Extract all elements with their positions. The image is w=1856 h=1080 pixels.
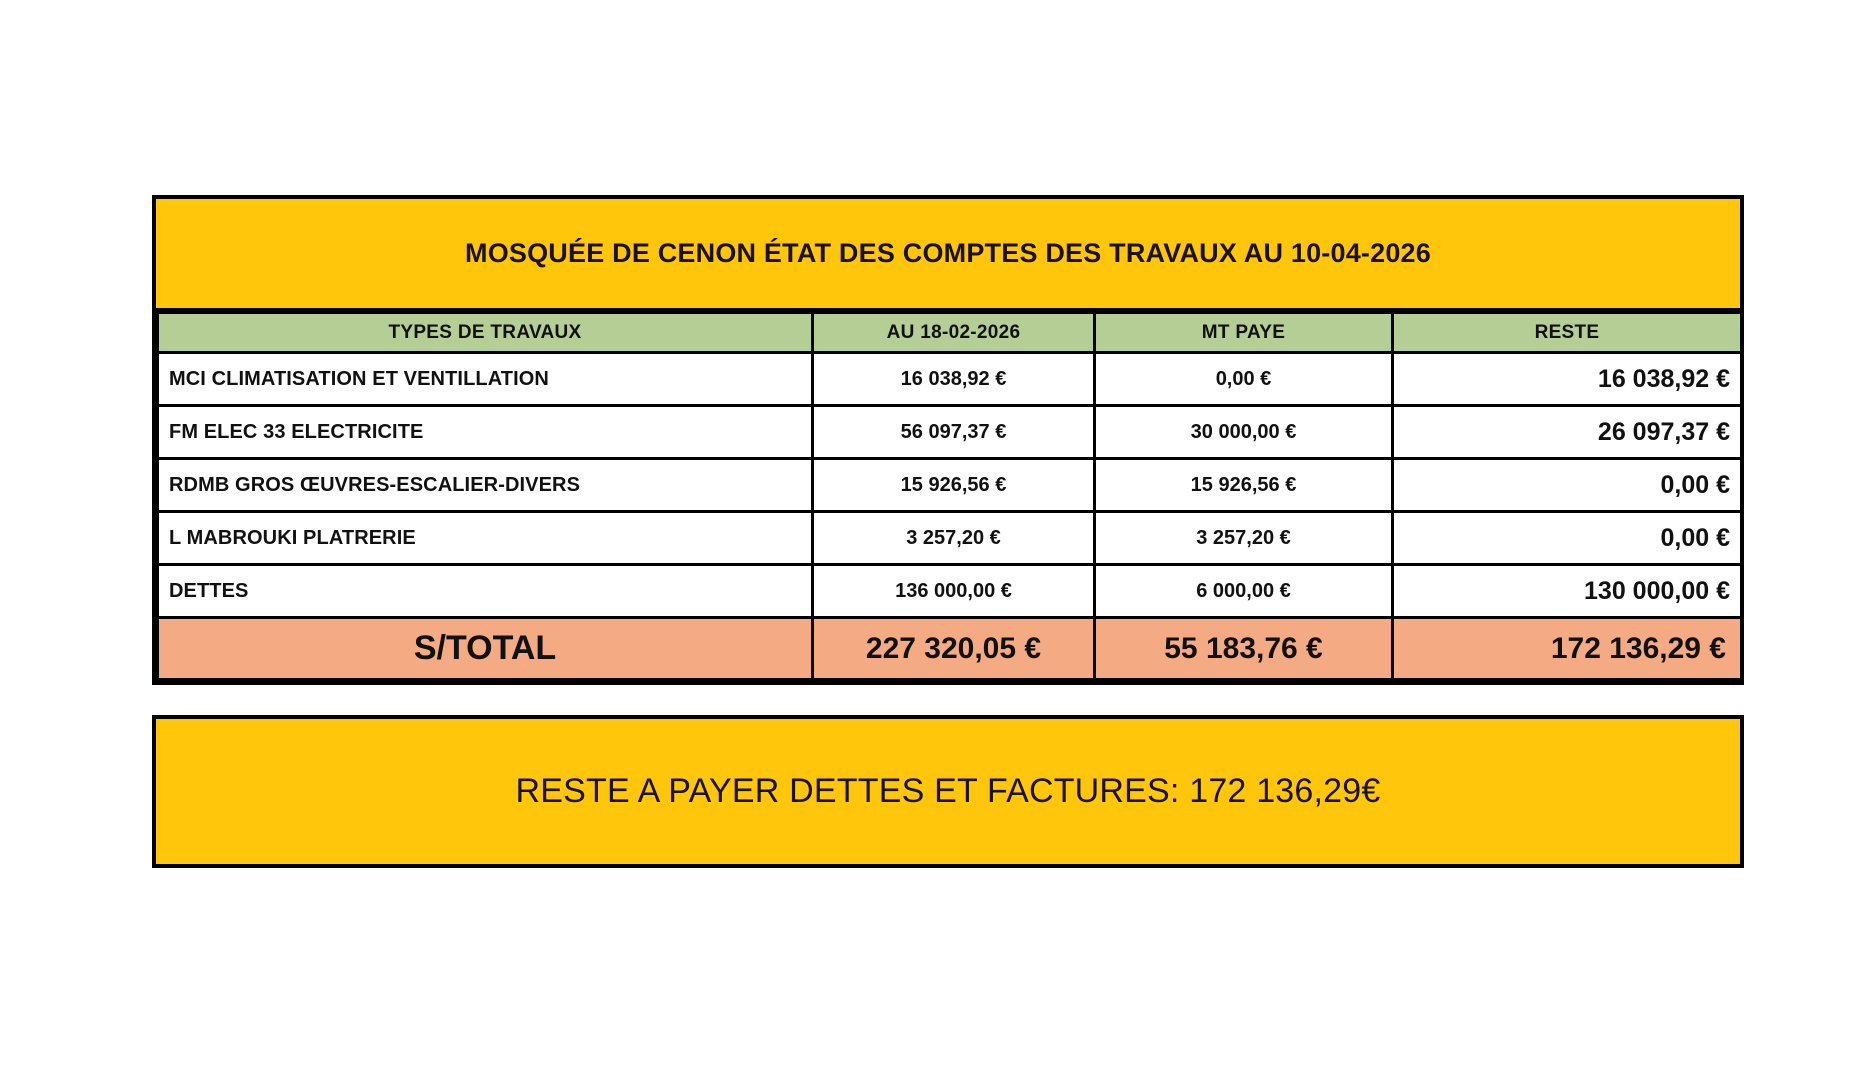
- row-previous-amount: 15 926,56 €: [811, 457, 1096, 513]
- row-label: DETTES: [156, 563, 814, 619]
- row-remaining-amount: 16 038,92 €: [1391, 351, 1743, 407]
- page-title: MOSQUÉE DE CENON ÉTAT DES COMPTES DES TR…: [465, 238, 1431, 268]
- row-remaining-amount: 0,00 €: [1391, 457, 1743, 513]
- total-paid-amount: 55 183,76 €: [1093, 616, 1394, 681]
- row-previous-amount: 136 000,00 €: [811, 563, 1096, 619]
- table-header-row: TYPES DE TRAVAUX AU 18-02-2026 MT PAYE R…: [156, 311, 1743, 354]
- row-paid-amount: 30 000,00 €: [1093, 404, 1394, 460]
- total-previous-amount: 227 320,05 €: [811, 616, 1096, 681]
- row-label: L MABROUKI PLATRERIE: [156, 510, 814, 566]
- row-paid-amount: 3 257,20 €: [1093, 510, 1394, 566]
- table-body: MCI CLIMATISATION ET VENTILLATION 16 038…: [156, 351, 1743, 681]
- row-label: MCI CLIMATISATION ET VENTILLATION: [156, 351, 814, 407]
- row-previous-amount: 16 038,92 €: [811, 351, 1096, 407]
- row-previous-amount: 56 097,37 €: [811, 404, 1096, 460]
- column-header-types-de-travaux: TYPES DE TRAVAUX: [156, 311, 814, 354]
- table-row: FM ELEC 33 ELECTRICITE 56 097,37 € 30 00…: [156, 404, 1743, 460]
- table-row: MCI CLIMATISATION ET VENTILLATION 16 038…: [156, 351, 1743, 407]
- row-paid-amount: 15 926,56 €: [1093, 457, 1394, 513]
- row-paid-amount: 6 000,00 €: [1093, 563, 1394, 619]
- row-paid-amount: 0,00 €: [1093, 351, 1394, 407]
- table-total-row: S/TOTAL 227 320,05 € 55 183,76 € 172 136…: [156, 616, 1743, 681]
- column-header-mt-paye: MT PAYE: [1093, 311, 1394, 354]
- column-header-reste: RESTE: [1391, 311, 1743, 354]
- row-remaining-amount: 130 000,00 €: [1391, 563, 1743, 619]
- accounts-table-block: MOSQUÉE DE CENON ÉTAT DES COMPTES DES TR…: [152, 195, 1744, 685]
- remaining-to-pay-banner: RESTE A PAYER DETTES ET FACTURES: 172 13…: [152, 715, 1744, 868]
- total-label: S/TOTAL: [156, 616, 814, 681]
- table-row: L MABROUKI PLATRERIE 3 257,20 € 3 257,20…: [156, 510, 1743, 566]
- total-remaining-amount: 172 136,29 €: [1391, 616, 1743, 681]
- column-header-au-18-02-2026: AU 18-02-2026: [811, 311, 1096, 354]
- report-title-bar: MOSQUÉE DE CENON ÉTAT DES COMPTES DES TR…: [156, 199, 1740, 311]
- row-previous-amount: 3 257,20 €: [811, 510, 1096, 566]
- table-header: TYPES DE TRAVAUX AU 18-02-2026 MT PAYE R…: [156, 311, 1743, 354]
- row-remaining-amount: 26 097,37 €: [1391, 404, 1743, 460]
- accounts-table: TYPES DE TRAVAUX AU 18-02-2026 MT PAYE R…: [156, 311, 1743, 681]
- row-remaining-amount: 0,00 €: [1391, 510, 1743, 566]
- remaining-to-pay-text: RESTE A PAYER DETTES ET FACTURES: 172 13…: [515, 772, 1381, 810]
- table-row: DETTES 136 000,00 € 6 000,00 € 130 000,0…: [156, 563, 1743, 619]
- row-label: FM ELEC 33 ELECTRICITE: [156, 404, 814, 460]
- row-label: RDMB GROS ŒUVRES-ESCALIER-DIVERS: [156, 457, 814, 513]
- table-row: RDMB GROS ŒUVRES-ESCALIER-DIVERS 15 926,…: [156, 457, 1743, 513]
